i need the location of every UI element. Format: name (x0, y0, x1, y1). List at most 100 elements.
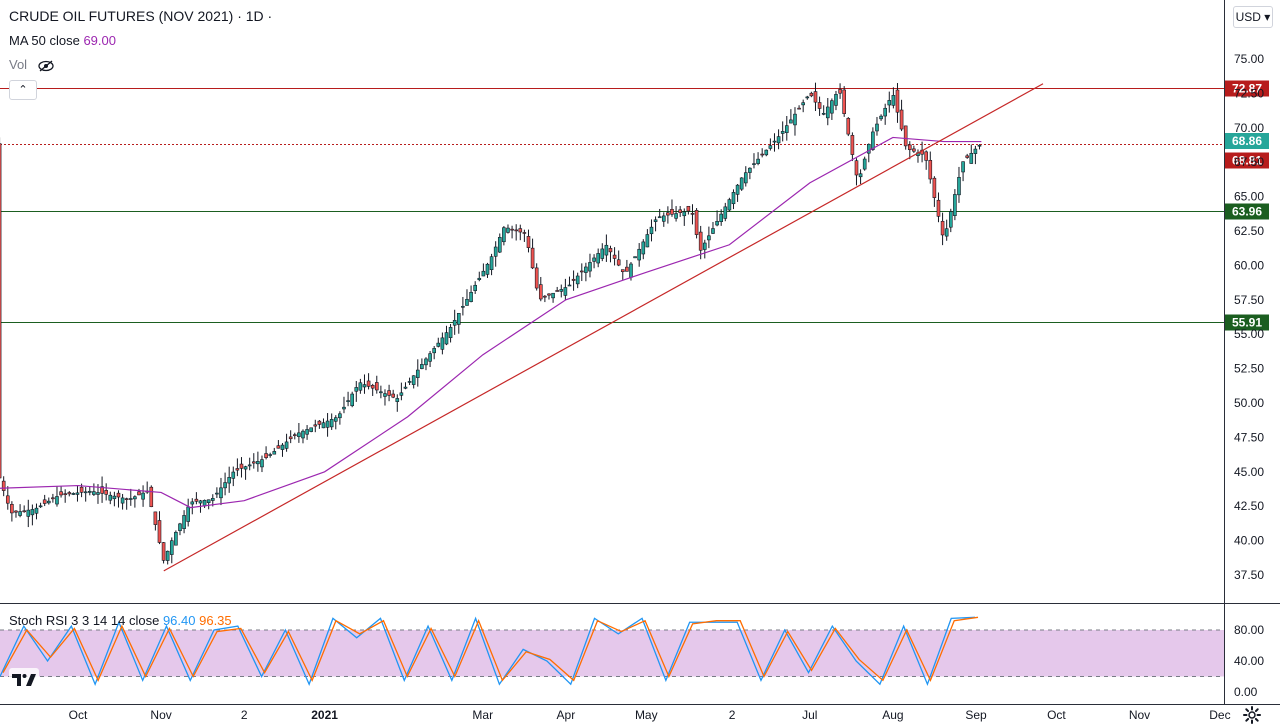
candle-body (723, 206, 728, 219)
candle-body (666, 212, 670, 216)
price-tick-label: 62.50 (1234, 224, 1264, 238)
candle-body (739, 177, 744, 190)
candle-body (354, 387, 359, 392)
tradingview-logo-icon[interactable] (9, 668, 39, 690)
horizontal-levels[interactable]: 72.87 68.81 63.96 55.91 68.86 (0, 80, 1269, 331)
symbol-title: CRUDE OIL FUTURES (NOV 2021) · 1D · (9, 8, 273, 24)
eye-hidden-icon[interactable] (37, 60, 55, 72)
candle-body (231, 471, 236, 479)
candle-body (547, 293, 551, 296)
candle-body (92, 491, 96, 495)
rising-trend-line (163, 83, 1044, 572)
candle-body (780, 131, 785, 134)
trend-line[interactable] (163, 83, 1044, 572)
candle-body (497, 237, 502, 253)
candle-body (579, 270, 584, 273)
candle-body (292, 434, 297, 436)
price-axis[interactable]: 75.00 72.50 70.00 67.50 65.00 62.50 60.00 57.50… (1234, 52, 1264, 582)
candle-body (518, 228, 523, 233)
candle-body (309, 427, 313, 432)
candle-body (276, 445, 281, 449)
candle-body (657, 216, 662, 219)
candle-body (22, 510, 26, 513)
price-tick-label: 60.00 (1234, 258, 1264, 272)
candle-body (194, 498, 199, 502)
candle-body (563, 287, 568, 296)
time-axis[interactable]: Oct Nov 2 2021 Mar Apr May 2 Jul Aug Sep Oct Nov Dec (69, 708, 1231, 722)
candle-body (813, 91, 818, 103)
candle-body (346, 400, 350, 402)
candle-body (55, 496, 59, 505)
stoch-k-line (0, 616, 976, 687)
candle-body (571, 278, 576, 281)
candle-body (79, 486, 84, 493)
candle-body (842, 89, 846, 114)
candle-body (502, 227, 506, 243)
candle-body (694, 210, 699, 235)
candle-body (789, 119, 793, 124)
time-tick-label: 2021 (311, 708, 338, 722)
candle-body (461, 306, 465, 308)
candle-body (38, 505, 43, 508)
candle-body (436, 342, 441, 347)
candle-body (288, 436, 293, 440)
candle-body (899, 109, 904, 130)
candle-body (957, 177, 961, 196)
candle-body (776, 136, 781, 144)
stoch-tick-label: 40.00 (1234, 654, 1264, 668)
candle-body (493, 246, 498, 257)
candle-body (575, 275, 580, 285)
vol-legend[interactable]: Vol (9, 57, 55, 72)
stoch-d-line (2, 616, 979, 683)
time-tick-label: May (635, 708, 658, 722)
candle-body (104, 490, 108, 495)
candle-body (510, 228, 514, 231)
candle-body (87, 490, 92, 493)
candle-body (953, 194, 957, 216)
candle-body (206, 499, 211, 504)
currency-selector[interactable]: USD ▾ (1233, 6, 1273, 28)
candle-body (444, 332, 449, 345)
candle-body (30, 509, 35, 516)
candle-body (317, 420, 322, 425)
candle-body (280, 444, 285, 450)
symbol-legend[interactable]: CRUDE OIL FUTURES (NOV 2021) · 1D · (9, 8, 272, 24)
time-tick-label: Nov (1129, 708, 1150, 722)
candle-body (485, 263, 490, 275)
candle-body (932, 177, 937, 198)
price-tick-label: 42.50 (1234, 499, 1264, 513)
candle-body (432, 348, 436, 354)
candle-body (936, 199, 941, 217)
candle-body (313, 424, 318, 427)
candle-body (875, 123, 879, 132)
candle-body (592, 257, 596, 262)
settings-gear-icon[interactable] (1242, 705, 1262, 725)
candle-body (633, 256, 637, 259)
candle-body (169, 540, 174, 555)
time-tick-label: Mar (472, 708, 493, 722)
candle-body (862, 158, 867, 170)
stoch-rsi-pane (0, 616, 1224, 687)
collapse-legend-button[interactable]: ⌃ (9, 80, 37, 100)
stoch-axis: 80.00 40.00 0.00 (1234, 623, 1264, 699)
time-tick-label: Jul (802, 708, 817, 722)
candle-body (149, 486, 154, 508)
candle-body (26, 509, 31, 517)
level-tag (1225, 314, 1269, 331)
candle-body (866, 143, 871, 154)
candle-body (940, 220, 945, 236)
candle-body (600, 248, 605, 259)
ma-legend[interactable]: MA 50 close 69.00 (9, 33, 116, 48)
candle-body (34, 507, 39, 514)
candle-body (424, 358, 428, 366)
candle-body (473, 284, 477, 291)
time-tick-label: 2 (241, 708, 248, 722)
price-tick-label: 45.00 (1234, 465, 1264, 479)
candle-body (71, 493, 76, 495)
candle-body (186, 506, 190, 522)
stoch-legend[interactable]: Stoch RSI 3 3 14 14 close 96.40 96.35 (9, 613, 232, 628)
candle-body (440, 337, 445, 350)
candle-body (75, 492, 80, 495)
candle-body (128, 498, 133, 500)
